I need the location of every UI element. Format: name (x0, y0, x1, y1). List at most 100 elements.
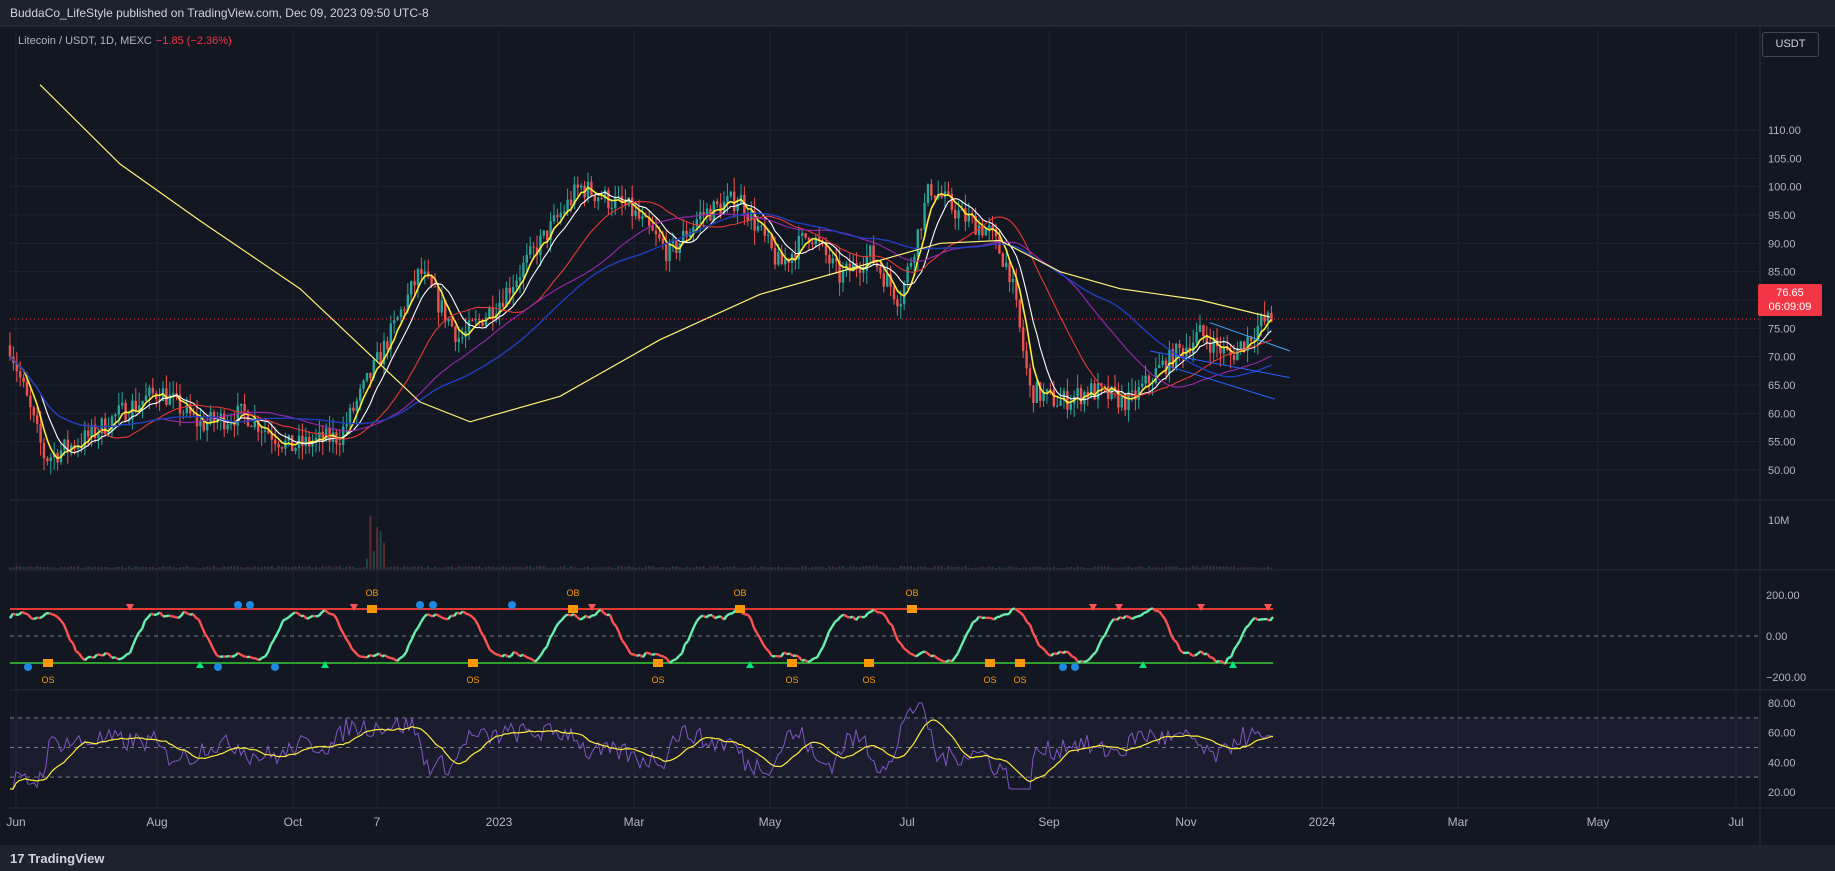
candle-body (1011, 278, 1015, 283)
volume-bar (90, 567, 93, 569)
oscillator-segment (294, 611, 299, 615)
oscillator-segment (375, 652, 380, 657)
volume-bar (301, 566, 304, 569)
oscillator-segment (416, 621, 423, 629)
oscillator-segment (933, 654, 938, 660)
candle-body (393, 320, 396, 324)
volume-bar (128, 566, 130, 569)
volume-bar (73, 566, 76, 569)
volume-bar (1171, 566, 1174, 569)
candle-body (882, 273, 885, 287)
oscillator-segment (426, 613, 431, 617)
candle-body (39, 423, 42, 443)
oscillator-segment (435, 613, 440, 617)
oscillator-segment (71, 642, 78, 652)
oscillator-segment (954, 652, 959, 659)
oscillator-segment (918, 651, 923, 656)
oscillator-segment (893, 633, 900, 642)
candle-body (1035, 382, 1038, 403)
candle-body (1243, 341, 1246, 351)
oscillator-segment (531, 658, 536, 663)
volume-bar (672, 566, 674, 569)
oscillator-segment (183, 610, 188, 615)
oscillator-segment (465, 612, 470, 616)
volume-bar (872, 566, 875, 569)
symbol-legend[interactable]: Litecoin / USDT, 1D, MEXC −1.85 (−2.36%) (18, 35, 232, 47)
volume-bar (485, 567, 487, 569)
volume-bar (903, 566, 906, 569)
volume-bar (1178, 567, 1181, 569)
candle-body (1192, 342, 1195, 354)
currency-button[interactable]: USDT (1762, 32, 1819, 57)
volume-bar (94, 566, 96, 569)
os-marker (985, 659, 995, 667)
tradingview-brand[interactable]: 17 TradingView (10, 851, 104, 866)
candle-body (277, 444, 280, 448)
price-axis[interactable]: 110.00 105.00 100.00 95.00 90.00 85.00 80.00 75… (1766, 125, 1806, 799)
candle-body (835, 258, 838, 261)
volume-bar (386, 567, 389, 569)
volume-bar (172, 567, 175, 569)
candle-body (1141, 383, 1144, 387)
oscillator-segment (849, 615, 854, 619)
volume-bar (532, 567, 535, 569)
volume-bar (604, 567, 606, 569)
candle-body (396, 317, 399, 321)
oscillator-segment (813, 656, 818, 660)
oscillator-segment (951, 656, 956, 663)
volume-bar (614, 567, 617, 569)
oscillator-segment (134, 631, 141, 639)
time-axis[interactable]: Jun Aug Oct 7 2023 Mar May Jul Sep Nov 2024 Mar May J… (6, 815, 1743, 829)
oscillator-segment (579, 617, 584, 621)
candle-body (865, 256, 868, 271)
volume-bar (1001, 567, 1004, 569)
oscillator-segment (266, 644, 273, 653)
volume-bar (505, 566, 508, 569)
candle-body (549, 221, 552, 241)
candle-body (444, 300, 447, 322)
oscillator-segment (1103, 628, 1110, 636)
volume-bar (1270, 567, 1273, 569)
volume-bar (655, 567, 657, 569)
volume-bar (1056, 567, 1059, 569)
oscillator-segment (815, 651, 822, 659)
candle-body (1226, 347, 1229, 350)
oscillator-segment (212, 649, 219, 657)
oscillator-segment (582, 614, 587, 620)
oscillator-segment (108, 653, 113, 659)
oscillator-segment (827, 626, 834, 633)
candle-body (773, 248, 777, 265)
oscillator-segment (414, 626, 419, 633)
oscillator-segment (884, 616, 891, 624)
candle-body (729, 191, 732, 196)
volume-bar (444, 566, 447, 569)
oscillator-segment (855, 615, 860, 621)
candle-body (1083, 391, 1086, 405)
oscillator-segment (705, 614, 710, 619)
volume-bar (607, 566, 610, 569)
candle-body (760, 225, 763, 227)
candle-body (226, 424, 229, 430)
candle-body (1198, 325, 1202, 333)
volume-bar (621, 566, 623, 569)
candle-body (1202, 325, 1205, 337)
volume-bar (216, 567, 219, 569)
oscillator-segment (684, 640, 689, 645)
candle-body (614, 196, 617, 208)
volume-bar (777, 566, 780, 569)
oscillator-segment (453, 611, 458, 617)
volume-bar (712, 566, 715, 569)
volume-bar (998, 566, 1001, 569)
volume-bar (298, 566, 300, 569)
volume-bar (682, 567, 685, 569)
candle-body (841, 270, 845, 283)
volume-bar (1199, 567, 1201, 569)
volume-bar (15, 566, 18, 569)
candle-body (909, 262, 913, 267)
oscillator-segment (608, 614, 615, 624)
time-tick: Sep (1038, 815, 1060, 829)
volume-bar (383, 542, 385, 569)
oscillator-segment (758, 637, 765, 645)
os-marker (43, 659, 53, 667)
